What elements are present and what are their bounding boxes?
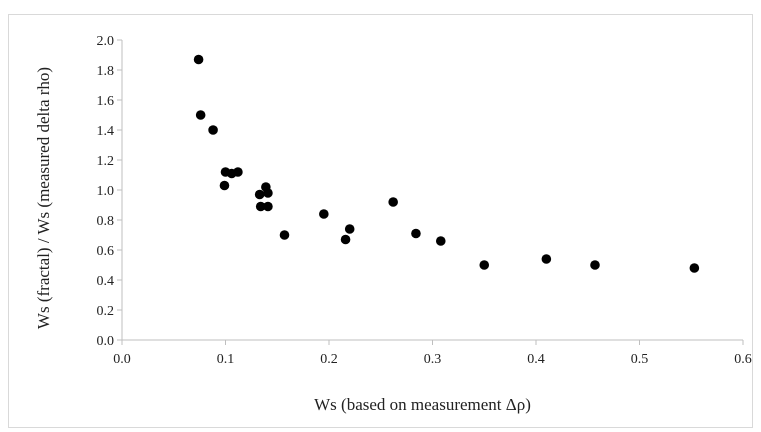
- y-tick-label: 0.8: [97, 214, 115, 229]
- data-point: [590, 260, 600, 270]
- data-point: [219, 180, 230, 191]
- data-point: [435, 236, 446, 246]
- y-tick-label: 1.6: [97, 94, 115, 109]
- data-point: [344, 224, 355, 234]
- y-tick-label: 0.2: [97, 304, 115, 319]
- data-points: [193, 54, 700, 273]
- data-point: [279, 230, 290, 240]
- y-tick-label: 0.4: [97, 274, 115, 289]
- y-tick-label: 2.0: [97, 34, 115, 49]
- y-tick-label: 0.6: [97, 244, 115, 259]
- data-point: [195, 110, 206, 120]
- x-tick-label: 0.6: [734, 352, 752, 367]
- data-point: [689, 263, 700, 273]
- x-tick-label: 0.4: [527, 352, 545, 367]
- data-point: [263, 201, 273, 212]
- y-axis-title: Ws (fractal) / Ws (measured delta rho): [34, 67, 53, 329]
- y-tick-label: 1.8: [97, 64, 115, 79]
- data-point: [233, 167, 243, 177]
- x-tick-label: 0.5: [631, 352, 649, 367]
- data-point: [193, 54, 204, 65]
- chart-frame: [8, 14, 753, 428]
- x-axis-title: Ws (based on measurement Δρ): [314, 395, 531, 414]
- data-point: [388, 197, 398, 207]
- axes: [121, 40, 743, 341]
- data-point: [479, 260, 490, 270]
- data-point: [411, 228, 421, 239]
- y-tick-label: 1.2: [97, 154, 115, 169]
- data-point: [255, 201, 266, 212]
- data-point: [263, 188, 273, 198]
- data-point: [340, 234, 351, 245]
- data-point: [541, 254, 552, 264]
- x-tick-label: 0.3: [424, 352, 442, 367]
- data-point: [208, 125, 218, 135]
- y-tick-label: 1.0: [97, 184, 115, 199]
- data-point: [254, 189, 265, 200]
- y-tick-labels: 0.0 0.2 0.4 0.6 0.8 1.0 1.2 1.4 1.6 1.8 2.0: [97, 34, 122, 349]
- x-tick-labels: 0.0 0.1 0.2 0.3 0.4 0.5 0.6: [113, 340, 752, 367]
- y-tick-label: 0.0: [97, 334, 115, 349]
- x-tick-label: 0.2: [320, 352, 338, 367]
- data-point: [319, 209, 329, 219]
- x-tick-label: 0.1: [217, 352, 235, 367]
- x-tick-label: 0.0: [113, 352, 131, 367]
- y-tick-label: 1.4: [97, 124, 115, 139]
